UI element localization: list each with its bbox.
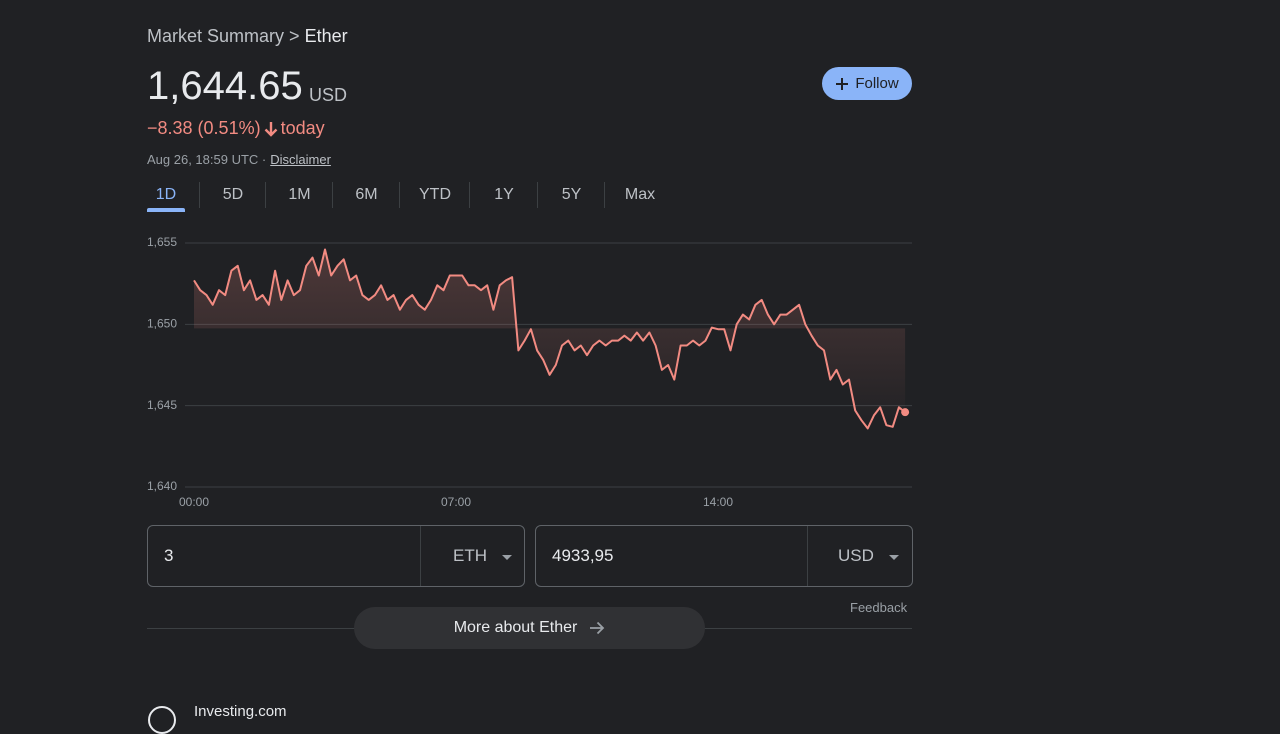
currency: USD <box>309 85 348 105</box>
timestamp-row: Aug 26, 18:59 UTC · Disclaimer <box>147 152 331 167</box>
price-change: −8.38 (0.51%) today <box>147 118 325 139</box>
dropdown-icon <box>889 555 899 560</box>
y-tick-label: 1,640 <box>147 479 177 493</box>
breadcrumb-parent[interactable]: Market Summary <box>147 26 285 46</box>
breadcrumb-separator: > <box>289 26 300 46</box>
arrow-icon <box>590 621 605 635</box>
divider <box>807 526 808 586</box>
from-field[interactable]: 3 ETH <box>147 525 525 587</box>
range-tab[interactable]: 6M <box>355 186 378 203</box>
timestamp: Aug 26, 18:59 UTC · <box>147 152 267 167</box>
tab-separator <box>332 182 333 208</box>
tab-separator <box>265 182 266 208</box>
divider <box>420 526 421 586</box>
range-tab[interactable]: 1Y <box>494 186 514 203</box>
range-tab[interactable]: Max <box>624 186 656 203</box>
range-tab[interactable]: YTD <box>419 186 451 203</box>
tab-separator <box>604 182 605 208</box>
y-tick-label: 1,650 <box>147 317 177 331</box>
dropdown-icon <box>502 555 512 560</box>
range-tab[interactable]: 5D <box>222 186 244 203</box>
area-fill <box>194 249 906 429</box>
to-field[interactable]: 4933,95 USD <box>535 525 913 587</box>
breadcrumb: Market Summary > Ether <box>147 26 348 47</box>
more-button[interactable]: More about Ether <box>354 607 705 649</box>
disclaimer-link[interactable]: Disclaimer <box>270 152 331 167</box>
active-tab-indicator <box>147 208 185 212</box>
y-tick-label: 1,645 <box>147 398 177 412</box>
price-line <box>193 248 906 430</box>
follow-label: Follow <box>855 75 899 92</box>
follow-button[interactable]: Follow <box>822 67 912 100</box>
to-currency[interactable]: USD <box>838 546 874 565</box>
price: 1,644.65 <box>147 64 303 108</box>
from-currency[interactable]: ETH <box>453 546 487 565</box>
source-icon <box>148 706 176 734</box>
tab-separator <box>469 182 470 208</box>
down-arrow-icon <box>264 121 277 137</box>
tab-separator <box>537 182 538 208</box>
range-tab[interactable]: 1M <box>288 186 311 203</box>
change-period: today <box>280 118 325 138</box>
plus-icon <box>836 77 849 90</box>
x-tick-label: 00:00 <box>179 495 209 509</box>
y-tick-label: 1,655 <box>147 235 177 249</box>
more-label: More about Ether <box>453 619 578 636</box>
feedback-link[interactable]: Feedback <box>850 600 908 615</box>
x-tick-label: 07:00 <box>441 495 471 509</box>
range-tab[interactable]: 5Y <box>561 186 582 203</box>
change-value: −8.38 (0.51%) <box>147 118 261 138</box>
tab-separator <box>199 182 200 208</box>
tab-separator <box>399 182 400 208</box>
last-point <box>901 408 910 417</box>
from-amount[interactable]: 3 <box>164 546 174 565</box>
range-tab[interactable]: 1D <box>155 186 177 203</box>
x-tick-label: 14:00 <box>703 495 733 509</box>
to-amount[interactable]: 4933,95 <box>552 546 614 565</box>
breadcrumb-current: Ether <box>304 26 348 46</box>
source-name[interactable]: Investing.com <box>194 703 287 720</box>
